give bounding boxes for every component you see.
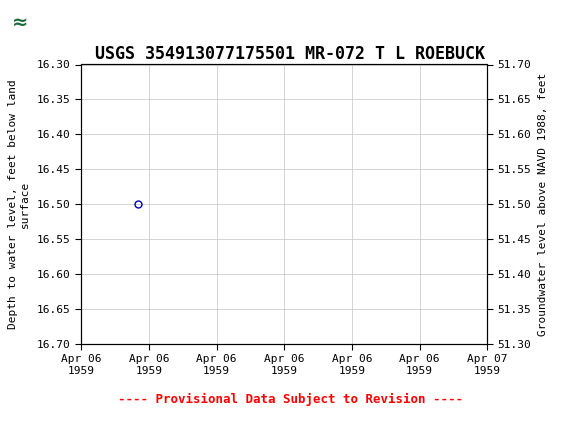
Y-axis label: Depth to water level, feet below land
surface: Depth to water level, feet below land su… <box>9 80 30 329</box>
Y-axis label: Groundwater level above NAVD 1988, feet: Groundwater level above NAVD 1988, feet <box>538 73 548 336</box>
Text: ---- Provisional Data Subject to Revision ----: ---- Provisional Data Subject to Revisio… <box>118 393 462 406</box>
Text: USGS: USGS <box>70 14 125 31</box>
FancyBboxPatch shape <box>6 6 64 40</box>
Text: USGS 354913077175501 MR-072 T L ROEBUCK: USGS 354913077175501 MR-072 T L ROEBUCK <box>95 45 485 63</box>
Text: ≈: ≈ <box>12 13 28 32</box>
